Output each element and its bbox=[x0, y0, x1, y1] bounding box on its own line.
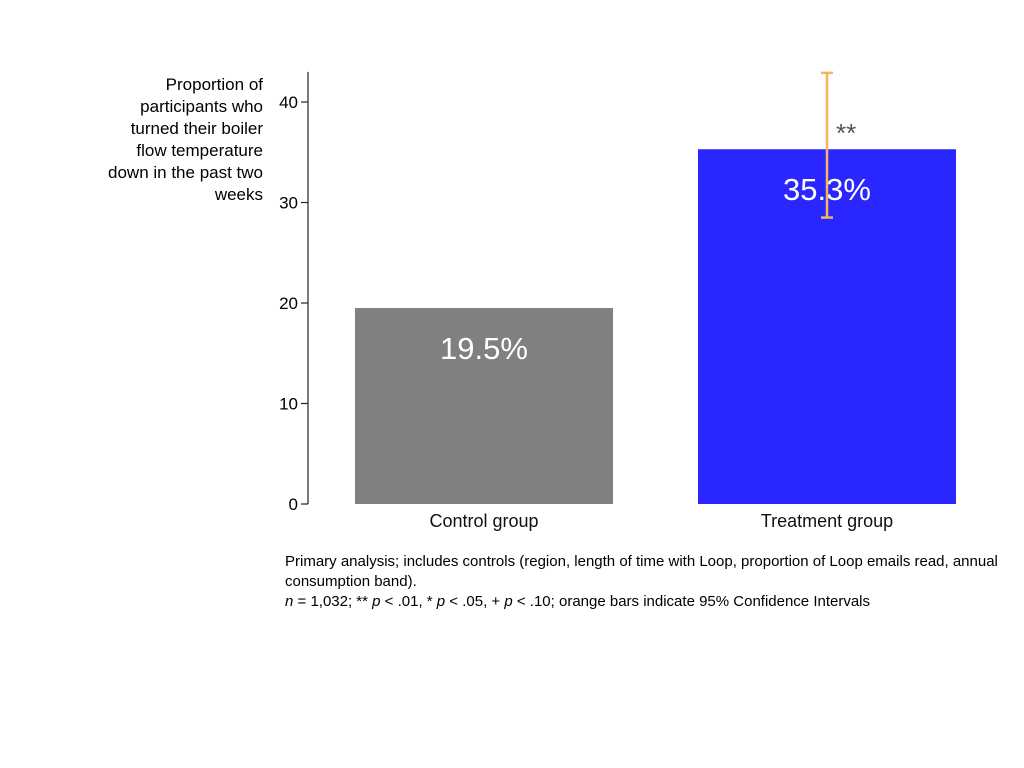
significance-marker: ** bbox=[836, 118, 856, 148]
footnote-text: < .10; orange bars indicate 95% Confiden… bbox=[512, 593, 871, 610]
bar bbox=[355, 308, 613, 504]
n-symbol: n bbox=[285, 593, 294, 610]
y-axis-label: Proportion of participants who turned th… bbox=[108, 75, 263, 204]
y-tick-label: 10 bbox=[279, 395, 298, 414]
p-symbol: p bbox=[372, 593, 381, 610]
bar-value-label: 19.5% bbox=[440, 331, 528, 366]
p-symbol: p bbox=[504, 593, 513, 610]
footnote-line-2: n = 1,032; ** p < .01, * p < .05, + p < … bbox=[285, 592, 1005, 612]
p-symbol: p bbox=[436, 593, 446, 610]
x-category-label: Treatment group bbox=[761, 511, 893, 531]
y-axis: 0 10 20 30 40 bbox=[279, 71, 309, 514]
y-tick-label: 0 bbox=[289, 495, 298, 514]
chart-footnote: Primary analysis; includes controls (reg… bbox=[285, 552, 1005, 612]
footnote-text: < .05, + bbox=[445, 593, 505, 610]
footnote-text: = 1,032; ** bbox=[293, 593, 373, 610]
y-tick-label: 20 bbox=[279, 294, 298, 313]
footnote-text: < .01, * bbox=[380, 593, 437, 610]
x-category-label: Control group bbox=[429, 511, 538, 531]
footnote-line-1: Primary analysis; includes controls (reg… bbox=[285, 553, 998, 590]
y-tick-label: 30 bbox=[279, 194, 298, 213]
y-tick-label: 40 bbox=[279, 93, 298, 112]
